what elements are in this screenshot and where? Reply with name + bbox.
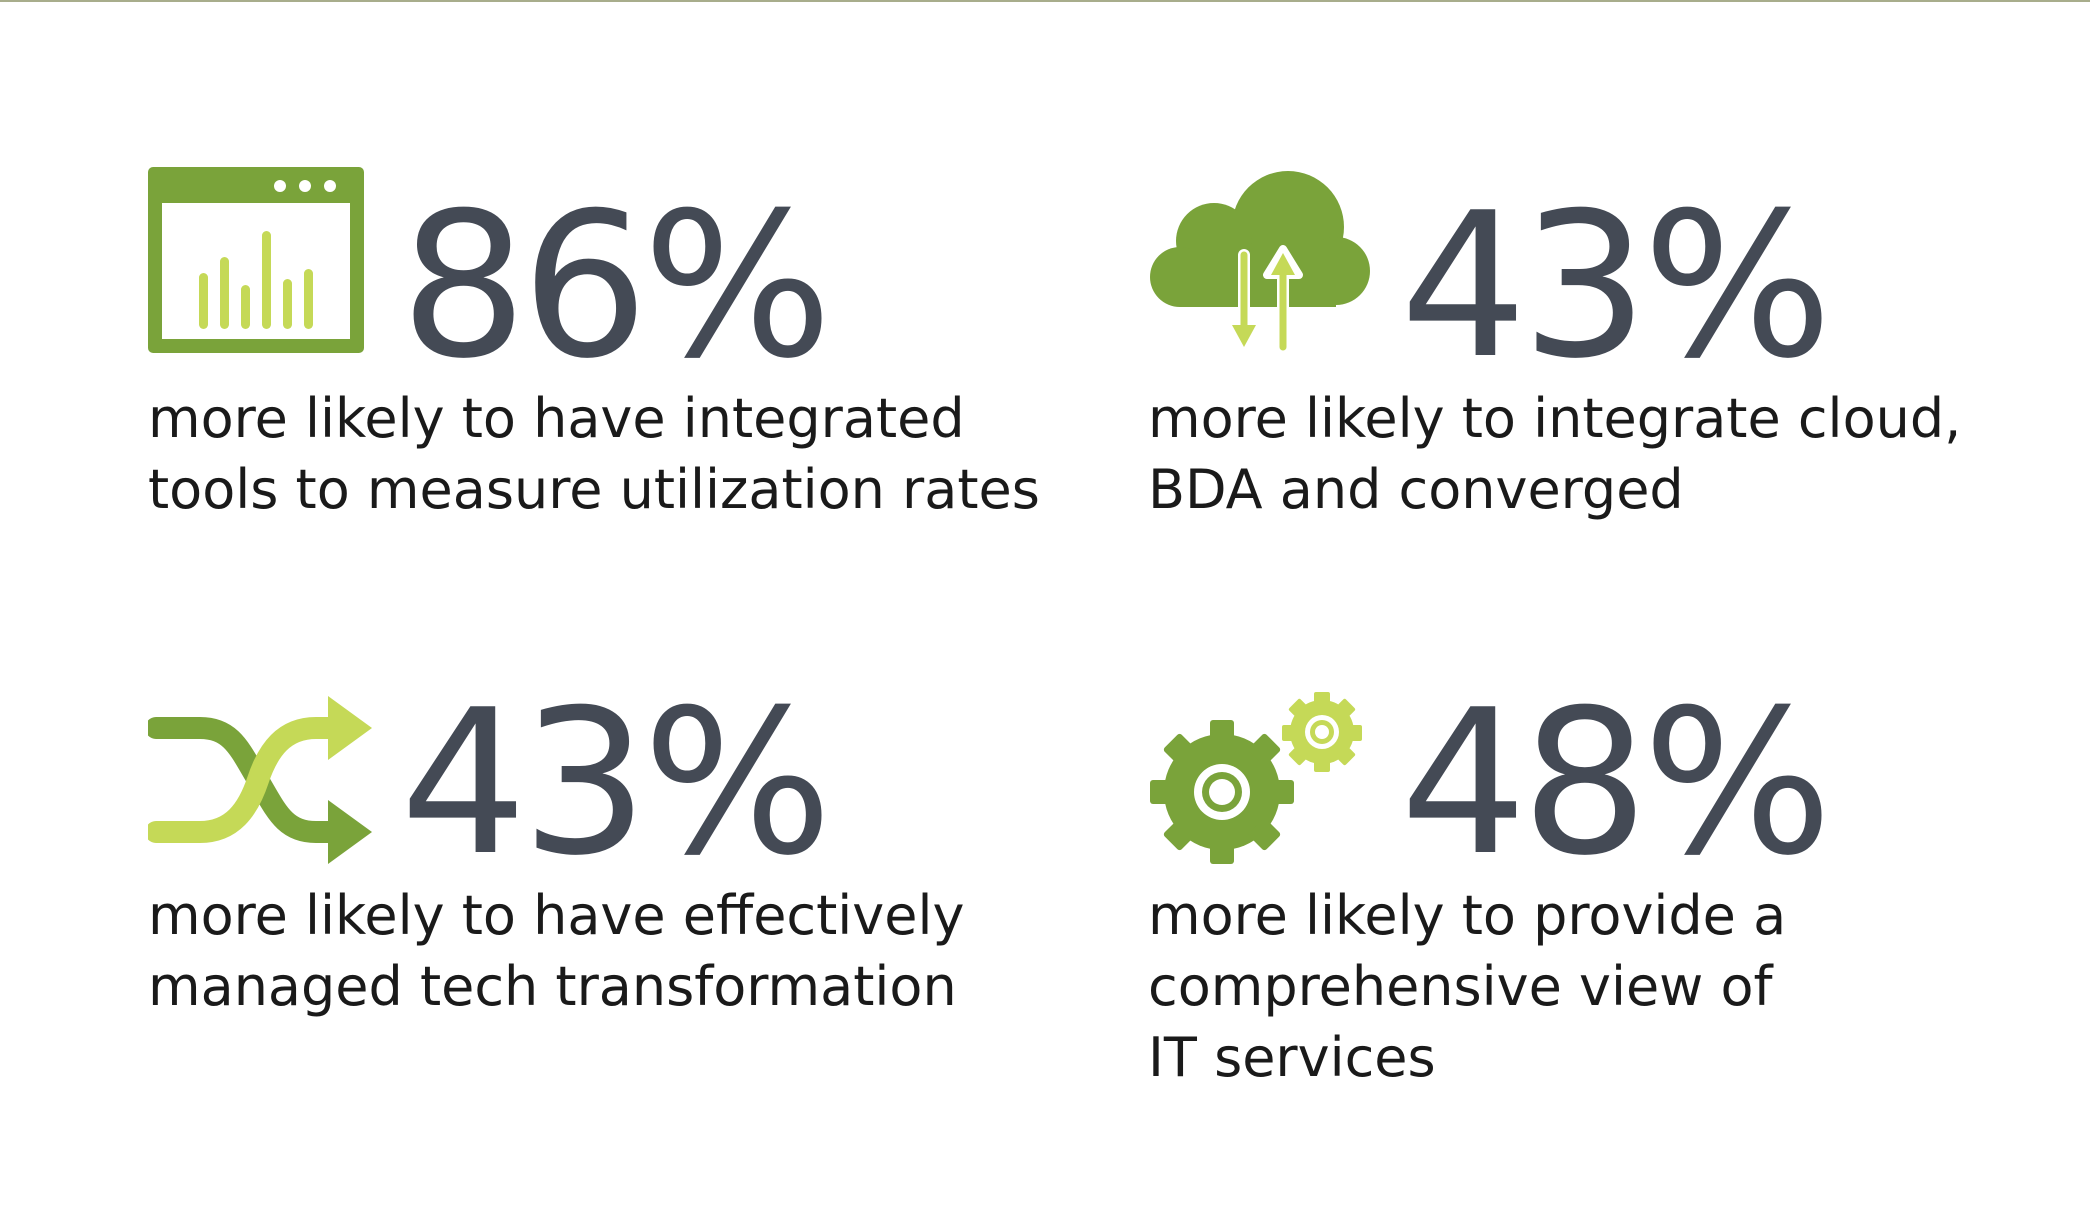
stat-utilization-tools: 86% more likely to have integrated tools… — [148, 165, 1040, 545]
stat-value: 43% — [1400, 170, 1833, 403]
stat-description: more likely to integrate cloud, BDA and … — [1148, 383, 2028, 525]
description-line: tools to measure utilization rates — [148, 458, 1040, 521]
description-line: more likely to have integrated — [148, 387, 965, 450]
gears-icon — [1148, 690, 1370, 870]
stat-tech-transformation: 43% more likely to have effectively mana… — [148, 662, 1028, 1042]
description-line: managed tech transformation — [148, 955, 957, 1018]
stat-description: more likely to have effectively managed … — [148, 880, 1028, 1022]
stat-description: more likely to provide a comprehensive v… — [1148, 880, 2028, 1093]
stat-description: more likely to have integrated tools to … — [148, 383, 1040, 525]
stat-it-services-view: 48% more likely to provide a comprehensi… — [1148, 662, 2028, 1112]
top-divider — [0, 0, 2090, 2]
description-line: more likely to provide a — [1148, 884, 1787, 947]
stat-value: 43% — [400, 667, 833, 900]
description-line: more likely to integrate cloud, — [1148, 387, 1962, 450]
stat-value: 86% — [400, 170, 833, 403]
shuffle-arrows-icon — [148, 692, 374, 868]
cloud-sync-icon — [1148, 171, 1370, 357]
description-line: more likely to have effectively — [148, 884, 965, 947]
stat-cloud-integration: 43% more likely to integrate cloud, BDA … — [1148, 165, 2028, 545]
dashboard-chart-icon — [148, 167, 364, 353]
description-line: comprehensive view of — [1148, 955, 1773, 1018]
description-line: BDA and converged — [1148, 458, 1684, 521]
description-line: IT services — [1148, 1026, 1436, 1089]
stat-value: 48% — [1400, 667, 1833, 900]
